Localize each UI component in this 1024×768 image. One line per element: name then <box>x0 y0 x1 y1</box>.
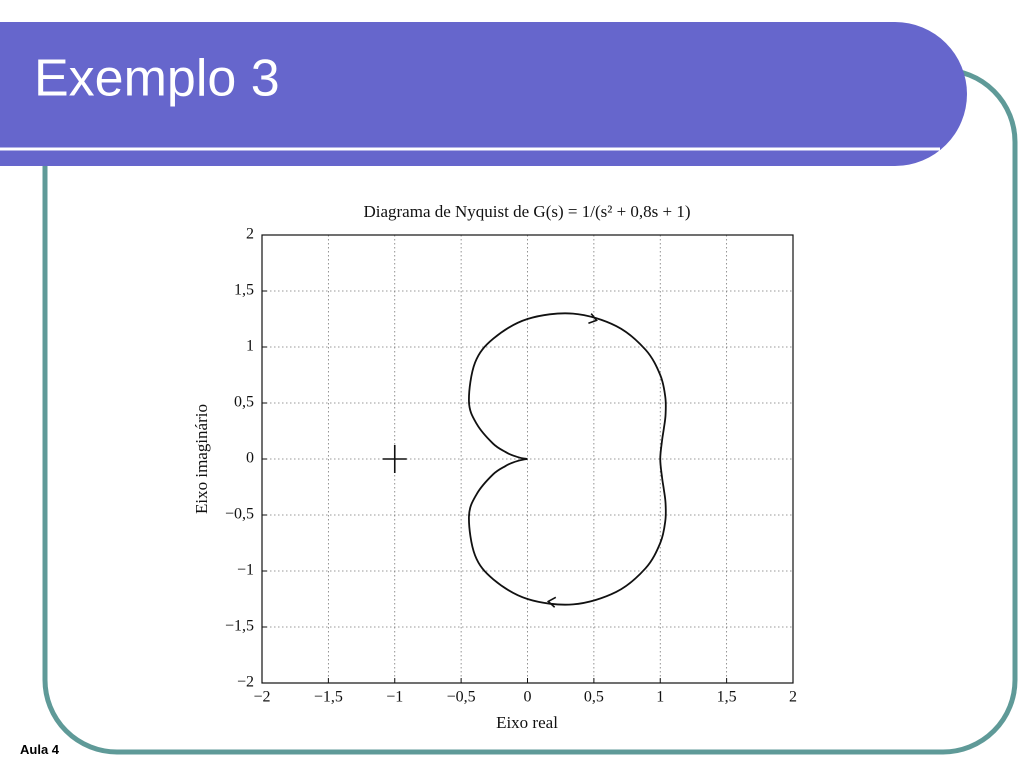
chart-title: Diagrama de Nyquist de G(s) = 1/(s² + 0,… <box>363 202 690 221</box>
critical-point <box>382 445 407 473</box>
y-tick-label: 0,5 <box>234 394 254 411</box>
plot-area: −2 −1,5 −1 −0,5 0 0,5 1 1,5 2 −2 −1,5 −1 −0,5 0 0,5 1 1,… <box>225 226 797 706</box>
plot-frame <box>261 234 794 684</box>
x-axis-label: Eixo real <box>496 713 558 732</box>
y-tick-label: 1,5 <box>234 282 254 299</box>
nyquist-curve <box>468 312 667 606</box>
slide-frame <box>42 67 1018 755</box>
x-tick-label: −1,5 <box>314 689 343 706</box>
y-tick-label: −0,5 <box>225 506 254 523</box>
x-tick-label: 0 <box>524 689 532 706</box>
direction-arrow <box>588 313 598 325</box>
slide-title: Exemplo 3 <box>34 50 280 108</box>
y-tick-label: 1 <box>246 338 254 355</box>
y-tick-label: −1 <box>237 562 254 579</box>
x-tick-label: 1,5 <box>717 689 737 706</box>
footer: Aula 4 <box>20 742 60 757</box>
x-tick-label: 2 <box>789 689 797 706</box>
x-tick-label: −0,5 <box>447 689 476 706</box>
y-tick-label: −1,5 <box>225 618 254 635</box>
x-tick-label: 1 <box>656 689 664 706</box>
y-axis-label: Eixo imaginário <box>192 404 211 514</box>
y-tick-label: −2 <box>237 674 254 691</box>
y-tick-label: 2 <box>246 226 254 243</box>
x-tick-label: 0,5 <box>584 689 604 706</box>
y-tick-label: 0 <box>246 450 254 467</box>
x-tick-label: −1 <box>386 689 403 706</box>
x-tick-label: −2 <box>253 689 270 706</box>
direction-arrow <box>546 596 557 608</box>
header-bar <box>0 22 967 166</box>
